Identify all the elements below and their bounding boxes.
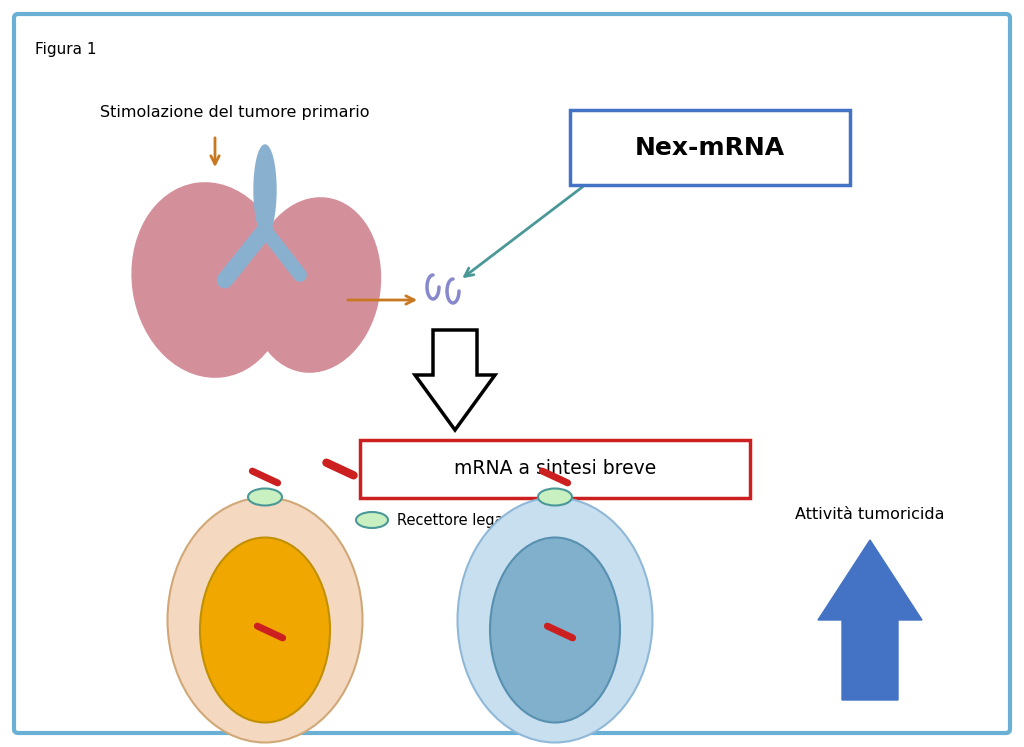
Polygon shape [415,330,495,430]
Ellipse shape [458,498,652,743]
Ellipse shape [356,512,388,528]
Ellipse shape [200,538,330,722]
Polygon shape [818,540,922,700]
FancyBboxPatch shape [570,110,850,185]
FancyBboxPatch shape [360,440,750,498]
Text: Stimolazione del tumore primario: Stimolazione del tumore primario [100,105,370,120]
Ellipse shape [254,145,276,235]
Text: mRNA a sintesi breve: mRNA a sintesi breve [454,459,656,479]
FancyBboxPatch shape [14,14,1010,733]
Text: Figura 1: Figura 1 [35,42,96,57]
Ellipse shape [250,198,381,372]
Text: Nex-mRNA: Nex-mRNA [635,136,785,160]
Ellipse shape [490,538,620,722]
Text: Attività tumoricida: Attività tumoricida [796,507,945,522]
Ellipse shape [132,183,288,377]
Text: Recettore legante l’RNA: Recettore legante l’RNA [397,512,572,527]
Ellipse shape [538,489,572,506]
Ellipse shape [168,498,362,743]
Ellipse shape [248,489,282,506]
